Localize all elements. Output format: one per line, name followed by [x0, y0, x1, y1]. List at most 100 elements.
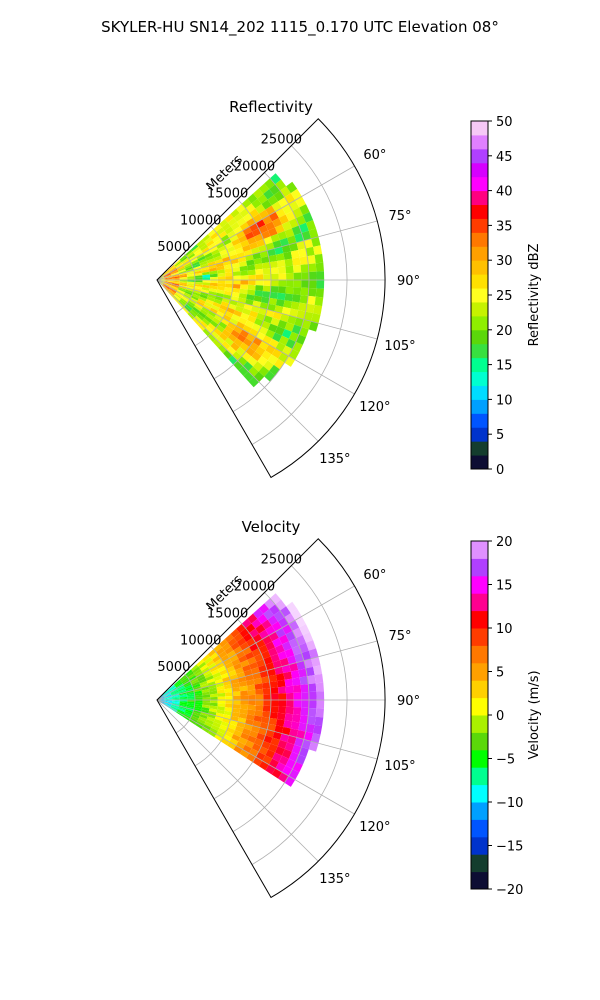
data-cell	[245, 320, 255, 329]
data-cell	[214, 658, 223, 666]
data-cell	[263, 694, 271, 700]
colorbar-tick-label: 15	[496, 359, 513, 374]
data-cell	[185, 688, 194, 693]
data-cell	[232, 703, 241, 709]
data-cell	[275, 746, 285, 756]
data-cell	[313, 665, 323, 676]
data-cell	[170, 705, 179, 710]
data-cell	[177, 687, 186, 692]
data-cell	[186, 671, 194, 678]
data-cell	[293, 692, 302, 700]
data-cell	[168, 685, 176, 692]
data-cell	[207, 333, 217, 343]
data-cell	[233, 662, 243, 671]
data-cell	[163, 691, 170, 696]
data-cell	[214, 295, 224, 302]
data-cell	[255, 700, 264, 706]
data-cell	[181, 257, 189, 264]
data-cell	[227, 321, 236, 330]
data-cell	[278, 214, 289, 225]
data-cell	[162, 269, 169, 276]
data-cell	[269, 260, 278, 269]
data-cell	[261, 199, 272, 210]
data-cell	[263, 609, 274, 620]
data-cell	[277, 686, 287, 694]
data-cell	[315, 682, 324, 692]
data-cell	[294, 737, 304, 747]
data-cell	[210, 280, 218, 284]
data-cell	[217, 283, 226, 288]
data-cell	[230, 208, 240, 218]
data-cell	[242, 244, 251, 252]
data-cell	[188, 675, 197, 681]
data-cell	[313, 245, 323, 256]
data-cell	[254, 233, 264, 242]
colorbar-band	[471, 121, 488, 136]
data-cell	[243, 337, 253, 348]
data-cell	[193, 289, 202, 295]
data-cell	[240, 700, 249, 705]
data-cell	[261, 740, 271, 750]
data-cell	[285, 685, 294, 694]
data-cell	[193, 668, 202, 676]
data-cell	[193, 287, 202, 292]
data-cell	[256, 659, 266, 668]
data-cell	[206, 258, 215, 264]
data-cell	[262, 635, 273, 645]
data-cell	[287, 655, 297, 665]
colorbar-tick-label: 0	[496, 709, 504, 724]
data-cell	[169, 288, 177, 294]
data-cell	[198, 258, 207, 264]
data-cell	[247, 269, 256, 276]
data-cell	[263, 236, 273, 245]
data-cell	[212, 655, 221, 663]
data-cell	[187, 276, 195, 279]
data-cell	[314, 673, 324, 684]
data-cell	[186, 251, 194, 258]
data-cell	[242, 744, 252, 754]
data-cell	[272, 217, 282, 228]
data-cell	[235, 725, 244, 733]
data-cell	[200, 664, 208, 672]
data-cell	[199, 680, 208, 686]
data-cell	[246, 714, 255, 721]
data-cell	[253, 295, 263, 303]
data-cell	[290, 608, 302, 621]
data-cell	[308, 707, 317, 717]
data-cell	[192, 711, 201, 717]
data-cell	[308, 648, 319, 659]
data-cell	[221, 329, 231, 338]
data-cell	[188, 255, 197, 261]
data-cell	[235, 305, 244, 313]
data-cell	[164, 700, 173, 702]
data-cell	[187, 700, 195, 702]
data-cell	[254, 738, 264, 747]
data-cell	[178, 690, 187, 695]
data-cell	[209, 727, 218, 735]
data-cell	[233, 338, 244, 347]
data-cell	[268, 674, 278, 683]
data-cell	[311, 656, 321, 667]
data-cell	[262, 711, 271, 718]
data-cell	[185, 709, 194, 714]
data-cell	[170, 706, 178, 711]
data-cell	[301, 739, 312, 750]
data-cell	[255, 688, 264, 695]
data-cell	[255, 705, 264, 712]
data-cell	[272, 731, 282, 740]
data-cell	[193, 248, 202, 256]
data-cell	[217, 706, 226, 711]
data-cell	[277, 706, 287, 714]
data-cell	[269, 680, 278, 689]
data-cell	[197, 322, 206, 331]
data-cell	[283, 300, 293, 309]
data-cell	[179, 283, 188, 287]
data-cell	[227, 670, 237, 677]
data-cell	[241, 618, 252, 629]
data-cell	[262, 291, 271, 298]
data-cell	[313, 724, 323, 735]
data-cell	[176, 290, 185, 296]
data-cell	[262, 268, 271, 275]
data-cell	[196, 253, 205, 260]
data-cell	[257, 355, 268, 367]
